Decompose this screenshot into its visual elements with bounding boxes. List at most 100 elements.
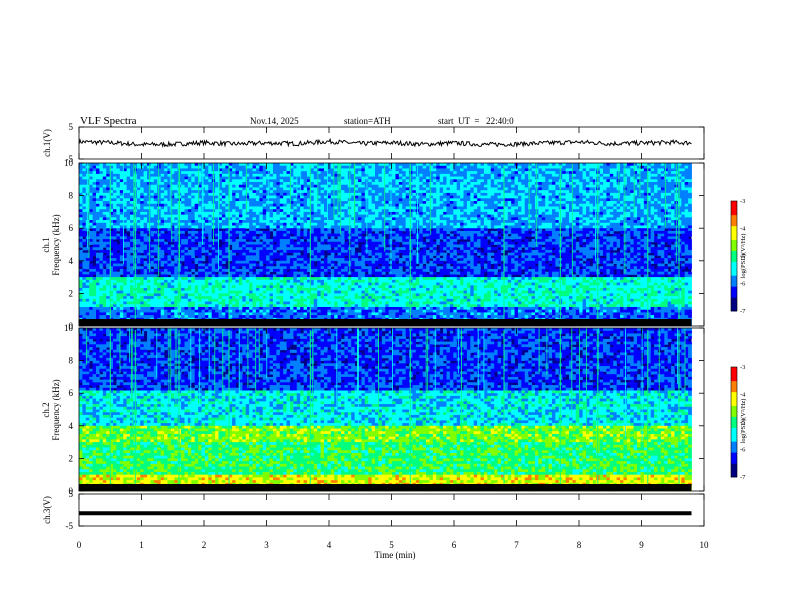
spectrogram-cell [140,217,145,221]
spectrogram-cell [143,244,148,248]
spectrogram-cell [249,222,253,226]
spectrogram-cell [334,179,339,183]
spectrogram-cell [136,179,141,183]
spectrogram-cell [235,255,240,259]
spectrogram-cell [221,266,226,270]
spectrogram-cell [208,168,213,172]
spectrogram-cell [204,306,209,311]
spectrogram-cell [109,268,114,273]
spectrogram-cell [194,206,199,210]
spectrogram-cell [358,263,362,267]
spectrogram-cell [371,203,376,207]
spectrogram-cell [303,296,308,300]
spectrogram-cell [153,195,158,199]
spectrogram-cell [215,296,219,300]
spectrogram-cell [109,198,114,202]
spectrogram-cell [289,315,294,319]
spectrogram-cell [300,241,304,245]
spectrogram-cell [286,263,291,267]
spectrogram-cell [228,315,233,319]
spectrogram-cell [204,285,209,289]
spectrogram-cell [262,179,267,183]
spectrogram-cell [286,282,291,286]
spectrogram-cell [249,182,253,186]
spectrogram-cell [228,277,233,281]
spectrogram-cell [327,255,332,259]
spectrogram-cell [225,233,230,237]
spectrogram-cell [272,255,277,259]
spectrogram-cell [79,315,83,319]
spectrogram-cell [208,217,213,221]
spectrogram-cell [218,225,223,229]
spectrogram-cell [235,171,240,175]
spectrogram-cell [170,306,175,311]
spectrogram-cell [249,163,253,167]
spectrogram-cell [215,293,219,297]
spectrogram-cell [143,236,148,240]
spectrogram-cell [157,198,162,202]
spectrogram-cell [232,230,236,235]
spectrogram-cell [126,209,131,213]
spectrogram-cell [184,236,189,240]
spectrogram-cell [283,203,287,207]
spectrogram-cell [327,203,332,207]
spectrogram-cell [184,260,189,264]
spectrogram-cell [109,296,114,300]
spectrogram-cell [99,182,104,186]
spectrogram-cell [228,211,233,216]
spectrogram-cell [327,168,332,172]
spectrogram-cell [252,293,257,297]
spectrogram-cell [153,198,158,202]
spectrogram-cell [361,293,366,297]
spectrogram-cell [337,304,342,308]
spectrogram-cell [320,266,325,270]
spectrogram-cell [354,179,359,183]
spectrogram-cell [238,271,243,275]
spectrogram-cell [136,247,141,251]
spectrogram-cell [249,176,253,180]
spectrogram-cell [191,209,196,213]
spectrogram-cell [334,301,339,305]
spectrogram-cell [303,184,308,188]
spectrogram-cell [293,252,298,256]
spectrogram-cell [272,282,277,286]
spectrogram-cell [99,192,104,196]
spectrogram-cell [153,173,158,177]
spectrogram-cell [130,184,134,188]
spectrogram-cell [324,206,328,210]
spectrogram-cell [276,260,281,264]
spectrogram-cell [313,220,318,224]
spectrogram-cell [330,309,335,313]
spectrogram-cell [242,209,247,213]
spectrogram-cell [279,287,284,292]
spectrogram-cell [218,233,223,237]
spectrogram-cell [368,244,373,248]
spectrogram-cell [221,271,226,275]
spectrogram-cell [181,287,185,292]
spectrogram-cell [208,255,213,259]
spectrogram-cell [306,312,311,316]
spectrogram-cell [201,236,206,240]
spectrogram-cell [92,176,97,180]
spectrogram-cell [279,274,284,278]
spectrogram-cell [143,268,148,273]
spectrogram-cell [289,247,294,251]
spectrogram-cell [337,222,342,226]
spectrogram-cell [262,309,267,313]
spectrogram-cell [262,277,267,281]
spectrogram-cell [317,225,321,229]
spectrogram-cell [368,165,373,169]
spectrogram-cell [296,163,301,167]
spectrogram-cell [184,282,189,286]
spectrogram-cell [361,230,366,235]
spectrogram-cell [153,241,158,245]
spectrogram-cell [187,176,192,180]
spectrogram-cell [109,173,114,177]
spectrogram-cell [211,244,216,248]
spectrogram-cell [119,255,124,259]
spectrogram-cell [249,287,253,292]
spectrogram-cell [238,277,243,281]
spectrogram-cell [289,168,294,172]
spectrogram-cell [361,252,366,256]
spectrogram-cell [300,182,304,186]
